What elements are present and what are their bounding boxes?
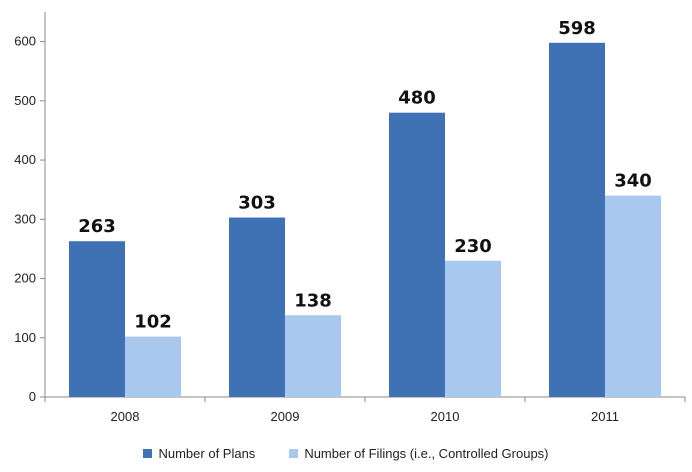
y-tick-label: 0	[29, 389, 36, 404]
y-tick-label: 500	[14, 93, 36, 108]
legend-label-plans: Number of Plans	[158, 446, 256, 461]
x-tick-label: 2011	[591, 409, 619, 424]
bar	[229, 217, 285, 397]
legend-label-filings: Number of Filings (i.e., Controlled Grou…	[304, 446, 549, 461]
data-labels: 263 102 303 138 480 230 598 340	[78, 18, 652, 333]
x-tick-label: 2008	[111, 409, 140, 424]
y-tick-label: 200	[14, 271, 36, 286]
data-label: 340	[614, 171, 652, 192]
legend-item-filings: Number of Filings (i.e., Controlled Grou…	[289, 446, 549, 461]
x-axis-ticks: 2008 2009 2010 2011	[44, 397, 686, 424]
data-label: 598	[558, 18, 596, 39]
y-tick-label: 100	[14, 330, 36, 345]
x-tick-label: 2010	[431, 409, 460, 424]
bar-chart: 0 100 200 300 400 500 600 263 102 303 138 480 230 59…	[14, 12, 686, 424]
legend-swatch-plans	[143, 449, 153, 458]
legend: Number of Plans Number of Filings (i.e.,…	[0, 446, 692, 461]
data-label: 102	[134, 312, 172, 333]
y-axis-ticks: 0 100 200 300 400 500 600	[14, 34, 45, 404]
bar	[69, 241, 125, 397]
bar	[549, 42, 605, 398]
legend-item-plans: Number of Plans	[143, 446, 255, 461]
y-tick-label: 600	[14, 34, 36, 49]
x-tick-label: 2009	[271, 409, 300, 424]
data-label: 230	[454, 236, 492, 257]
bar	[125, 336, 181, 397]
legend-swatch-filings	[289, 449, 299, 458]
bar	[445, 260, 501, 397]
data-label: 480	[398, 88, 436, 109]
bar	[285, 315, 341, 397]
data-label: 303	[238, 193, 276, 214]
bar	[389, 112, 445, 397]
y-tick-label: 300	[14, 211, 36, 226]
y-tick-label: 400	[14, 152, 36, 167]
bars	[69, 42, 661, 398]
bar	[605, 195, 661, 397]
data-label: 138	[294, 290, 332, 311]
data-label: 263	[78, 216, 116, 237]
